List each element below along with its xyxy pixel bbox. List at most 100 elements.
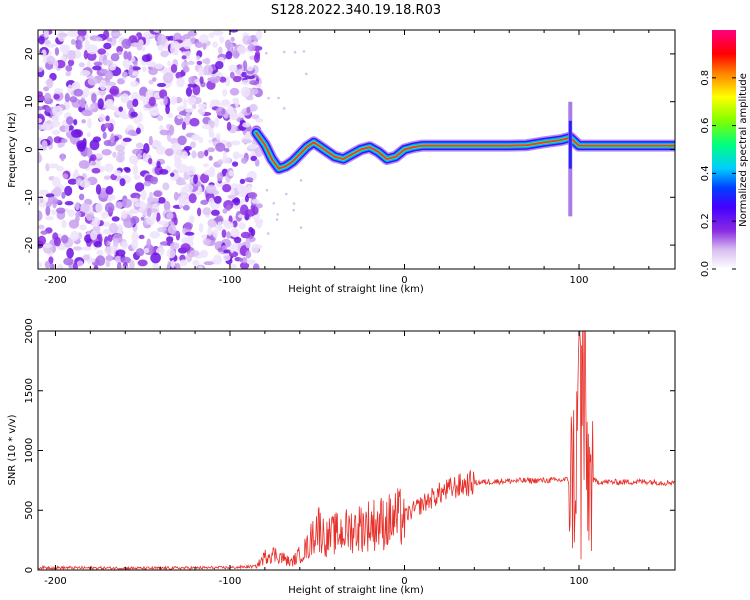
- spectrogram-noise-blob: [120, 140, 128, 147]
- spectrogram-speck: [305, 72, 308, 76]
- spectrogram-noise-blob: [238, 222, 246, 230]
- spectrogram-speck: [277, 96, 280, 100]
- spectrogram-noise-blob: [173, 216, 178, 226]
- spectrogram-noise-blob: [160, 50, 169, 58]
- spectrogram-noise-blob: [73, 88, 84, 97]
- spectrogram-noise-blob: [95, 37, 103, 42]
- spectrogram-noise-blob: [236, 45, 247, 55]
- spectrogram-noise-blob: [232, 203, 241, 210]
- spectrogram-noise-blob: [133, 175, 141, 180]
- spectrogram-noise-blob: [106, 37, 113, 42]
- spectrogram-noise-blob: [241, 157, 248, 164]
- spectrogram-noise-blob: [66, 116, 74, 125]
- spectrogram-noise-blob: [146, 61, 157, 68]
- spectrogram-noise-blob: [212, 30, 224, 36]
- spectrogram-noise-blob: [182, 200, 189, 206]
- spectrogram-noise-blob: [74, 168, 79, 177]
- spectrogram-noise-blob: [38, 235, 47, 246]
- spectrogram-noise-blob: [105, 115, 110, 122]
- spectrogram-noise-blob: [45, 215, 54, 221]
- spectrogram-noise-blob: [215, 142, 226, 152]
- spectrogram-noise-blob: [229, 71, 235, 79]
- spectrogram-noise-blob: [148, 135, 153, 146]
- spectrogram-noise-blob: [41, 140, 48, 150]
- spectrogram-noise-blob: [74, 215, 80, 223]
- spectrogram-noise-blob: [233, 153, 244, 159]
- colorbar: 0.0 0.2 0.4 0.6 0.8 Normalized spectral ampl…: [700, 30, 749, 277]
- spectrogram-noise-blob: [129, 197, 139, 203]
- spectrogram-speck: [264, 51, 268, 55]
- spectrogram-noise-blob: [46, 78, 54, 89]
- spectrogram-noise-blob: [189, 176, 194, 185]
- spectrogram-noise-blob: [135, 248, 145, 257]
- spectrogram-noise-blob: [202, 42, 207, 50]
- colorbar-tick-label: 0.2: [700, 213, 711, 229]
- spectrogram-noise-blob: [232, 97, 238, 104]
- spectrogram-noise-blob: [175, 71, 183, 80]
- spectrogram-noise-blob: [90, 154, 97, 162]
- spectrogram-noise-blob: [142, 151, 149, 162]
- spectrogram-noise-blob: [98, 113, 106, 123]
- spectrogram-noise-blob: [182, 204, 190, 211]
- spectrogram-noise-blob: [53, 236, 61, 247]
- spectrogram-noise-blob: [208, 131, 215, 138]
- spectrogram-noise-blob: [204, 149, 209, 157]
- spectrogram-noise-blob: [241, 79, 250, 86]
- spectrogram-noise-blob: [103, 42, 112, 50]
- spectrogram-noise-blob: [252, 263, 260, 269]
- spectrogram-noise-blob: [96, 249, 104, 256]
- spectrogram-noise-blob: [91, 92, 97, 103]
- spectrogram-noise-blob: [120, 93, 130, 104]
- spectrogram-noise-blob: [246, 106, 251, 114]
- colorbar-tick-label: 0.6: [700, 118, 711, 134]
- spectrogram-noise-blob: [149, 231, 161, 239]
- spectrogram-noise-blob: [226, 231, 231, 239]
- spectrogram-noise-blob: [135, 127, 141, 135]
- spectrogram-noise: [38, 30, 308, 269]
- spectrogram-noise-blob: [101, 148, 112, 156]
- spectrogram-noise-blob: [212, 229, 219, 238]
- spectrogram-noise-blob: [199, 76, 204, 85]
- spectrogram-noise-blob: [102, 131, 107, 140]
- spectrogram-noise-blob: [239, 257, 244, 263]
- spectrogram-noise-blob: [198, 136, 204, 144]
- spectrogram-noise-blob: [173, 191, 179, 201]
- spectrogram-noise-blob: [231, 161, 239, 167]
- spectrogram-noise-blob: [127, 129, 137, 136]
- spectrogram-y-label: Frequency (Hz): [7, 112, 18, 188]
- spectrogram-noise-blob: [153, 190, 162, 197]
- spectrogram-noise-blob: [51, 129, 61, 136]
- snr-y-label: SNR (10 * v/v): [7, 414, 18, 485]
- spectrogram-noise-blob: [200, 249, 209, 258]
- spectrogram-noise-blob: [104, 246, 115, 255]
- spectrogram-noise-blob: [189, 249, 200, 257]
- spectrogram-noise-blob: [61, 234, 69, 244]
- spectrogram-noise-blob: [194, 41, 204, 48]
- spectrogram-noise-blob: [117, 78, 125, 85]
- spectrogram-noise-blob: [223, 147, 230, 153]
- spectrogram-noise-blob: [205, 184, 217, 194]
- spectrogram-noise-blob: [159, 124, 164, 131]
- spectrogram-noise-blob: [83, 49, 89, 60]
- spectrogram-noise-blob: [79, 97, 86, 109]
- spectrogram-noise-blob: [44, 260, 51, 269]
- spectrogram-noise-blob: [130, 80, 139, 88]
- spectrogram-noise-blob: [72, 262, 78, 269]
- spectrogram-noise-blob: [210, 209, 220, 216]
- spectrogram-speck: [299, 179, 303, 182]
- spectrogram-noise-blob: [48, 163, 60, 169]
- spectrogram-noise-blob: [184, 222, 193, 230]
- spectrogram-noise-blob: [107, 196, 113, 202]
- spectrogram-noise-blob: [109, 222, 118, 234]
- spectrogram-noise-blob: [183, 98, 188, 109]
- spectrogram-noise-blob: [93, 265, 99, 269]
- spectrogram-noise-blob: [38, 189, 49, 196]
- spectrogram-noise-blob: [181, 151, 189, 160]
- spectrogram-noise-blob: [143, 142, 150, 154]
- spectrogram-speck: [293, 50, 297, 54]
- spectrogram-noise-blob: [228, 170, 234, 177]
- spectrogram-y-tick-label: -10: [24, 189, 35, 205]
- spectrogram-y-tick-label: 10: [24, 95, 35, 108]
- spectrogram-noise-blob: [226, 141, 232, 148]
